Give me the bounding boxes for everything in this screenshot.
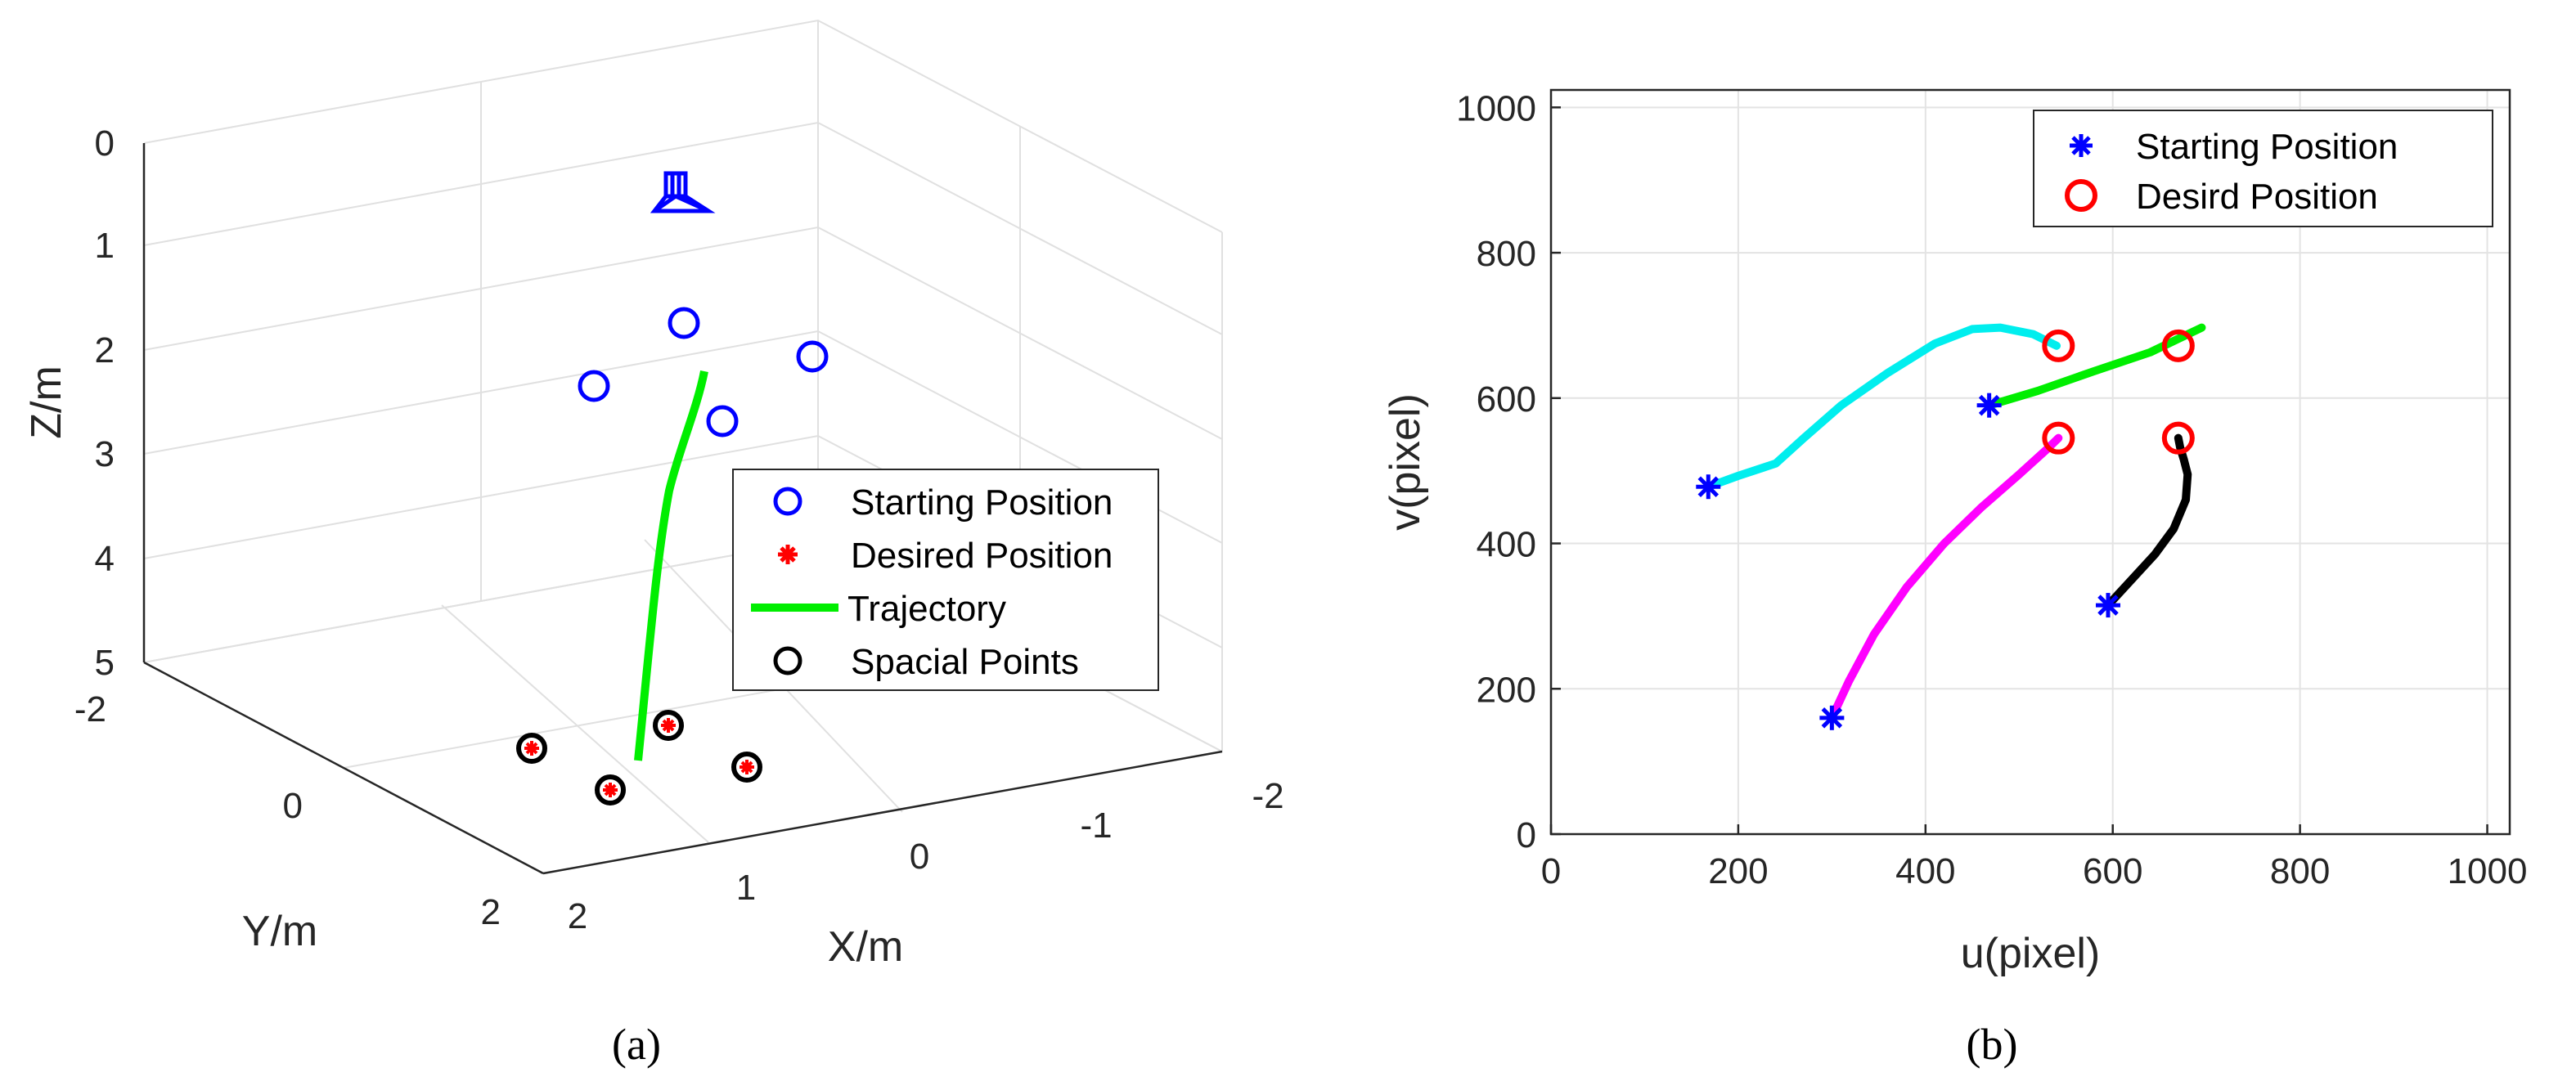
legend-desired: Desired Position	[851, 536, 1113, 576]
spacial-point	[595, 774, 626, 806]
y-tick-label: 800	[1477, 234, 1536, 274]
camera-icon	[650, 171, 716, 213]
x-tick-label: 1000	[2448, 851, 2528, 891]
spacial-point	[516, 733, 547, 764]
desired-point	[2161, 329, 2195, 362]
chart-a-xlabel: X/m	[828, 923, 903, 971]
legend-starting: Starting Position	[851, 482, 1113, 523]
starting-point	[2095, 593, 2120, 618]
x-tick: -1	[1080, 806, 1112, 846]
x-tick-label: 800	[2270, 851, 2330, 891]
starting-point	[1976, 393, 2002, 418]
z-tick: 5	[95, 643, 115, 683]
x-tick: 0	[910, 837, 929, 877]
x-tick-label: 600	[2083, 851, 2142, 891]
y-tick-label: 0	[1517, 815, 1536, 855]
chart-b-y-ticks: 0 200 400 600 800 1000	[1456, 88, 1561, 855]
chart-a-x-ticks: 2 1 0 -1 -2	[568, 776, 1284, 936]
starting-point	[796, 340, 829, 373]
trajectory-green	[1985, 323, 2206, 410]
chart-b-frame	[1549, 88, 2511, 836]
z-tick: 1	[95, 226, 115, 266]
x-tick: 1	[736, 868, 756, 908]
legend-b-desired-icon	[2065, 179, 2097, 212]
chart-a-trajectory	[634, 370, 708, 761]
chart-a-zlabel: Z/m	[23, 366, 70, 439]
x-tick: 2	[568, 896, 587, 936]
starting-point	[706, 405, 739, 438]
chart-a-axes	[142, 143, 1223, 875]
legend-b-desired: Desird Position	[2136, 177, 2378, 217]
starting-point	[1819, 705, 1845, 730]
legend-starting-icon	[773, 487, 802, 516]
trajectory-magenta	[1827, 433, 2063, 722]
z-tick: 4	[95, 539, 115, 579]
z-tick: 0	[95, 123, 115, 164]
y-tick-label: 1000	[1456, 88, 1536, 128]
desired-point	[2042, 421, 2075, 455]
chart-a-starting-points	[578, 307, 829, 438]
y-tick: -2	[74, 689, 106, 729]
chart-b-ylabel: v(pixel)	[1382, 393, 1429, 531]
y-tick-label: 200	[1477, 670, 1536, 710]
x-tick: -2	[1252, 776, 1284, 816]
chart-a-spacial-points	[516, 710, 762, 806]
starting-point	[578, 370, 610, 402]
y-tick-label: 400	[1477, 525, 1536, 565]
chart-b-desired-points	[2042, 329, 2195, 455]
x-tick-label: 400	[1895, 851, 1955, 891]
legend-b-starting: Starting Position	[2136, 127, 2398, 167]
legend-trajectory: Trajectory	[847, 589, 1006, 629]
starting-point	[668, 307, 700, 339]
desired-point	[2042, 329, 2075, 362]
chart-b-x-ticks: 0 200 400 600 800 1000	[1541, 824, 2528, 891]
x-tick-label: 200	[1708, 851, 1768, 891]
legend-spacial-icon	[773, 646, 802, 675]
caption-a: (a)	[612, 1020, 661, 1069]
legend-b-starting-icon	[2070, 134, 2093, 157]
spacial-point	[731, 752, 762, 783]
desired-point	[2161, 421, 2195, 455]
trajectory-cyan	[1704, 323, 2061, 491]
y-tick: 2	[481, 892, 501, 932]
spacial-point	[653, 710, 684, 741]
chart-a-y-ticks: -2 0 2	[74, 689, 501, 932]
chart-b-xlabel: u(pixel)	[1961, 930, 2101, 977]
y-tick: 0	[283, 786, 303, 826]
chart-b: 0 200 400 600 800 1000 0 200 400 600 800 1000 u(pi…	[1382, 88, 2527, 1069]
chart-a-legend: Starting Position Desired Position Traje…	[732, 469, 1159, 691]
chart-a-z-ticks: 0 1 2 3 4 5	[95, 123, 115, 683]
legend-desired-icon	[778, 545, 798, 564]
chart-b-legend: Starting Position Desird Position	[2033, 110, 2493, 227]
trajectory-black	[2103, 433, 2192, 610]
chart-b-starting-points	[1696, 393, 2120, 730]
chart-b-trajectories	[1704, 323, 2206, 722]
z-tick: 2	[95, 330, 115, 370]
legend-spacial: Spacial Points	[851, 642, 1079, 682]
z-tick: 3	[95, 434, 115, 474]
caption-b: (b)	[1967, 1020, 2018, 1069]
chart-a-ylabel: Y/m	[242, 908, 317, 955]
starting-point	[1696, 474, 1721, 500]
x-tick-label: 0	[1541, 851, 1561, 891]
y-tick-label: 600	[1477, 379, 1536, 420]
chart-a: 0 1 2 3 4 5 -2 0 2 2 1 0 -1 -2 Z/m Y/m X…	[23, 19, 1284, 1069]
